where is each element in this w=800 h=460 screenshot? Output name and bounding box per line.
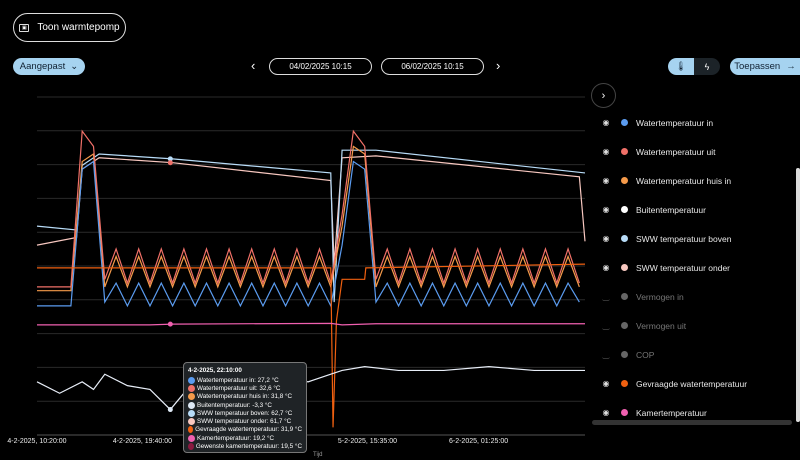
x-axis-label: Tijd <box>313 452 323 458</box>
legend-item[interactable]: ‿ Vermogen uit <box>600 311 790 340</box>
legend-item[interactable]: ◉ Watertemperatuur uit <box>600 137 790 166</box>
chevron-right-icon: › <box>601 89 606 102</box>
series-color-dot <box>188 426 194 434</box>
series-color-dot <box>621 148 628 155</box>
tooltip-row: Watertemperatuur huis in: 31,8 °C <box>188 393 302 401</box>
series-line-watertemperatuur-uit <box>37 129 580 288</box>
x-tick-label: 4-2-2025, 19:40:00 <box>112 438 172 445</box>
legend-item[interactable]: ◉ Kamertemperatuur <box>600 398 790 427</box>
legend-item[interactable]: ◉ Watertemperatuur huis in <box>600 166 790 195</box>
tooltip-row: Watertemperatuur in: 27,2 °C <box>188 376 302 384</box>
tooltip-row: SWW temperatuur boven: 62,7 °C <box>188 409 302 417</box>
chart-tooltip: 4-2-2025, 22:10:00 Watertemperatuur in: … <box>183 362 307 453</box>
series-line-gevraagde-watertemperatuur <box>37 263 586 428</box>
legend-label: Vermogen in <box>636 291 684 302</box>
series-color-dot <box>621 380 628 387</box>
tooltip-row: Buitentemperatuur: -3,3 °C <box>188 401 302 409</box>
eye-icon[interactable]: ◉ <box>602 176 610 185</box>
legend-label: Watertemperatuur uit <box>636 146 716 157</box>
eye-closed-icon[interactable]: ‿ <box>602 292 610 301</box>
eye-icon[interactable]: ◉ <box>602 408 610 417</box>
legend-label: Watertemperatuur huis in <box>636 175 732 186</box>
legend-label: Gevraagde watertemperatuur <box>636 378 748 389</box>
tooltip-row: Watertemperatuur uit: 32,6 °C <box>188 384 302 392</box>
eye-icon[interactable]: ◉ <box>602 205 610 214</box>
show-heat-pump-button[interactable]: ▣ Toon warmtepomp <box>13 13 126 42</box>
end-date-input[interactable]: 06/02/2025 10:15 <box>381 58 484 75</box>
arrow-right-icon: → <box>786 61 796 72</box>
legend-list: ◉ Watertemperatuur in ◉ Watertemperatuur ui… <box>600 108 790 427</box>
series-color-dot <box>621 206 628 213</box>
series-line-kamertemperatuur <box>37 322 585 326</box>
legend-item[interactable]: ◉ Buitentemperatuur <box>600 195 790 224</box>
series-color-dot <box>188 409 195 417</box>
line-chart[interactable] <box>0 85 590 440</box>
series-color-dot <box>621 351 628 358</box>
series-color-dot <box>621 264 628 271</box>
hover-point <box>167 407 173 413</box>
thermometer-icon[interactable]: 🌡 <box>668 58 694 75</box>
legend-label: Buitentemperatuur <box>636 204 706 215</box>
legend-item[interactable]: ‿ Vermogen in <box>600 282 790 311</box>
legend-item[interactable]: ◉ Watertemperatuur in <box>600 108 790 137</box>
eye-icon[interactable]: ◉ <box>602 118 610 127</box>
legend-label: SWW temperatuur boven <box>636 233 732 244</box>
legend-item[interactable]: ◉ Gevraagde watertemperatuur <box>600 369 790 398</box>
legend-item[interactable]: ‿ COP <box>600 340 790 369</box>
series-line-watertemperatuur-huis-in <box>37 145 580 292</box>
legend-item[interactable]: ◉ SWW temperatuur onder <box>600 253 790 282</box>
legend-label: Kamertemperatuur <box>636 407 707 418</box>
eye-icon[interactable]: ◉ <box>602 234 610 243</box>
hover-point <box>167 321 173 327</box>
apply-button[interactable]: Toepassen → <box>730 58 800 75</box>
horizontal-scrollbar[interactable] <box>592 420 792 425</box>
series-color-dot <box>188 401 195 409</box>
legend-label: Watertemperatuur in <box>636 117 714 128</box>
lightning-icon[interactable]: ϟ <box>694 58 720 75</box>
x-tick-label: 4-2-2025, 10:20:00 <box>7 438 67 445</box>
hover-point <box>167 160 173 166</box>
series-color-dot <box>188 434 195 442</box>
series-color-dot <box>621 235 628 242</box>
tooltip-row: Kamertemperatuur: 19,2 °C <box>188 434 302 442</box>
series-color-dot <box>621 322 628 329</box>
eye-icon[interactable]: ◉ <box>602 263 610 272</box>
series-color-dot <box>621 177 628 184</box>
legend-label: SWW temperatuur onder <box>636 262 731 273</box>
x-tick-label: 6-2-2025, 01:25:00 <box>448 438 509 445</box>
collapse-legend-button[interactable]: › <box>591 83 616 108</box>
unit-toggle[interactable]: 🌡 ϟ <box>668 58 720 75</box>
series-line-buitentemperatuur <box>36 366 585 411</box>
previous-period-button[interactable]: ‹ <box>251 58 256 73</box>
eye-closed-icon[interactable]: ‿ <box>602 321 610 330</box>
id-card-icon: ▣ <box>19 23 30 32</box>
range-preset-dropdown[interactable]: Aangepast ⌄ <box>13 58 85 75</box>
series-line-watertemperatuur-in <box>37 160 580 308</box>
series-color-dot <box>621 119 628 126</box>
hover-point <box>167 156 173 162</box>
tooltip-row: SWW temperatuur onder: 61,7 °C <box>188 417 302 426</box>
series-color-dot <box>188 418 195 426</box>
series-color-dot <box>188 443 194 451</box>
eye-icon[interactable]: ◉ <box>602 147 610 156</box>
eye-icon[interactable]: ◉ <box>602 379 610 388</box>
vertical-scrollbar[interactable] <box>796 168 800 422</box>
series-color-dot <box>188 393 195 401</box>
legend-label: COP <box>636 349 655 360</box>
chevron-down-icon: ⌄ <box>70 61 79 72</box>
series-color-dot <box>621 409 628 416</box>
tooltip-row: Gewenste kamertemperatuur: 19,5 °C <box>188 442 302 451</box>
x-tick-label: 5-2-2025, 15:35:00 <box>337 438 398 445</box>
series-color-dot <box>188 376 195 384</box>
start-date-input[interactable]: 04/02/2025 10:15 <box>269 58 372 75</box>
series-color-dot <box>621 293 628 300</box>
series-line-sww-temperatuur-onder <box>36 155 586 265</box>
legend-item[interactable]: ◉ SWW temperatuur boven <box>600 224 790 253</box>
series-color-dot <box>188 384 195 392</box>
tooltip-row: Gevraagde watertemperatuur: 31,9 °C <box>188 426 302 434</box>
eye-closed-icon[interactable]: ‿ <box>602 350 610 359</box>
next-period-button[interactable]: › <box>496 58 501 73</box>
legend-label: Vermogen uit <box>636 320 687 331</box>
tooltip-title: 4-2-2025, 22:10:00 <box>188 367 242 374</box>
